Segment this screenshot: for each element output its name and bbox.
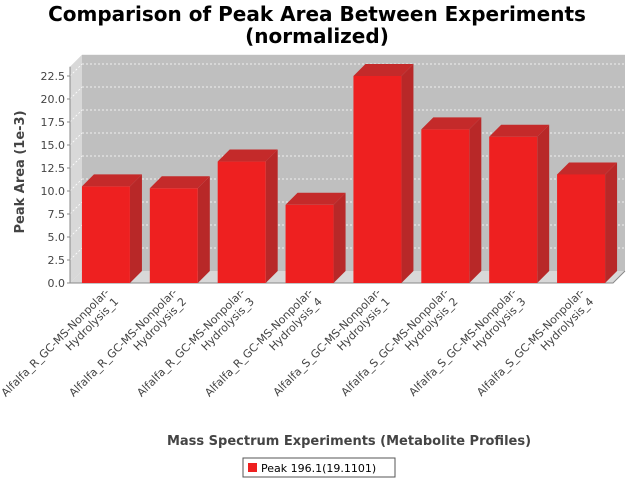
bar-side	[401, 64, 414, 283]
y-tick-label: 12.5	[41, 162, 66, 175]
bar-side	[265, 149, 278, 283]
x-tick-label-line: Alfalfa_R_GC-MS-Nonpolar-	[0, 286, 112, 399]
bar-top	[149, 176, 210, 189]
grid-line-diagonal	[69, 132, 83, 146]
x-tick-label-line: Alfalfa_S_GC-MS-Nonpolar-	[339, 286, 452, 399]
grid-line-diagonal	[69, 109, 83, 123]
grid-line-diagonal	[69, 63, 83, 77]
bar-top	[489, 124, 550, 137]
bar	[149, 176, 210, 283]
x-axis-label: Mass Spectrum Experiments (Metabolite Pr…	[167, 434, 531, 449]
grid-line-diagonal	[69, 178, 83, 192]
bar-front	[557, 174, 606, 283]
y-tick-label: 0.0	[48, 277, 66, 290]
bar-front	[149, 188, 198, 283]
bar	[285, 192, 346, 283]
chart-title-line-2: (normalized)	[245, 24, 389, 48]
bar-side	[605, 162, 618, 283]
bar-front	[81, 186, 130, 283]
x-tick-label-line: Alfalfa_R_GC-MS-Nonpolar-	[134, 286, 247, 399]
legend-swatch	[248, 463, 257, 472]
y-tick-label: 20.0	[41, 93, 66, 106]
bar-top	[353, 64, 414, 76]
y-tick-label: 5.0	[48, 231, 66, 244]
y-tick-label: 22.5	[41, 70, 66, 83]
grid-line-diagonal	[69, 224, 83, 238]
bar-front	[421, 129, 470, 283]
bar-front	[353, 76, 402, 283]
grid-line-diagonal	[69, 247, 83, 261]
y-axis: 0.0 2.5 5.0 7.5 10.0 12.5 15.0 17.5 20.0 22.5	[41, 66, 71, 290]
bar-side	[129, 174, 142, 283]
bar-top	[557, 162, 618, 175]
bar-front	[489, 136, 538, 283]
bar-top	[81, 174, 142, 187]
grid-line-diagonal	[69, 201, 83, 215]
chart-title-line-1: Comparison of Peak Area Between Experime…	[48, 2, 586, 26]
bar-side	[197, 176, 210, 283]
bar-side	[537, 124, 550, 283]
bar-front	[285, 204, 334, 283]
plot-left-wall	[70, 54, 82, 283]
grid-line-diagonal	[69, 86, 83, 100]
x-tick-label-line: Alfalfa_S_GC-MS-Nonpolar-	[474, 286, 587, 399]
legend-frame	[242, 457, 396, 478]
bar-top	[421, 117, 482, 130]
x-tick-label-line: Alfalfa_R_GC-MS-Nonpolar-	[67, 286, 180, 399]
bar	[353, 64, 414, 283]
x-tick-label-line: Alfalfa_R_GC-MS-Nonpolar-	[202, 286, 315, 399]
legend-label: Peak 196.1(19.1101)	[261, 462, 376, 475]
y-tick-label: 17.5	[41, 116, 66, 129]
bars	[81, 64, 618, 283]
x-tick-label: Alfalfa_R_GC-MS-Nonpolar-Hydrolysis_1	[0, 286, 121, 399]
y-tick-label: 7.5	[48, 208, 66, 221]
x-tick-label-line: Alfalfa_S_GC-MS-Nonpolar-	[271, 286, 384, 399]
bar	[557, 162, 618, 283]
bar	[217, 149, 278, 283]
grid-line-diagonal	[69, 155, 83, 169]
bar	[489, 124, 550, 283]
plot-floor	[70, 271, 625, 283]
bar-top	[217, 149, 278, 162]
x-tick-label-line: Alfalfa_S_GC-MS-Nonpolar-	[406, 286, 519, 399]
y-axis-label: Peak Area (1e-3)	[13, 110, 28, 233]
bar-top	[285, 192, 346, 205]
y-tick-label: 2.5	[48, 254, 66, 267]
bar-front	[217, 161, 266, 283]
bar	[81, 174, 142, 283]
bar-side	[469, 117, 482, 283]
y-tick-label: 10.0	[41, 185, 66, 198]
bar	[421, 117, 482, 283]
y-tick-label: 15.0	[41, 139, 66, 152]
x-tick-labels: Alfalfa_R_GC-MS-Nonpolar-Hydrolysis_1Alf…	[0, 286, 596, 399]
bar-side	[333, 192, 346, 283]
legend: Peak 196.1(19.1101)	[242, 457, 396, 478]
